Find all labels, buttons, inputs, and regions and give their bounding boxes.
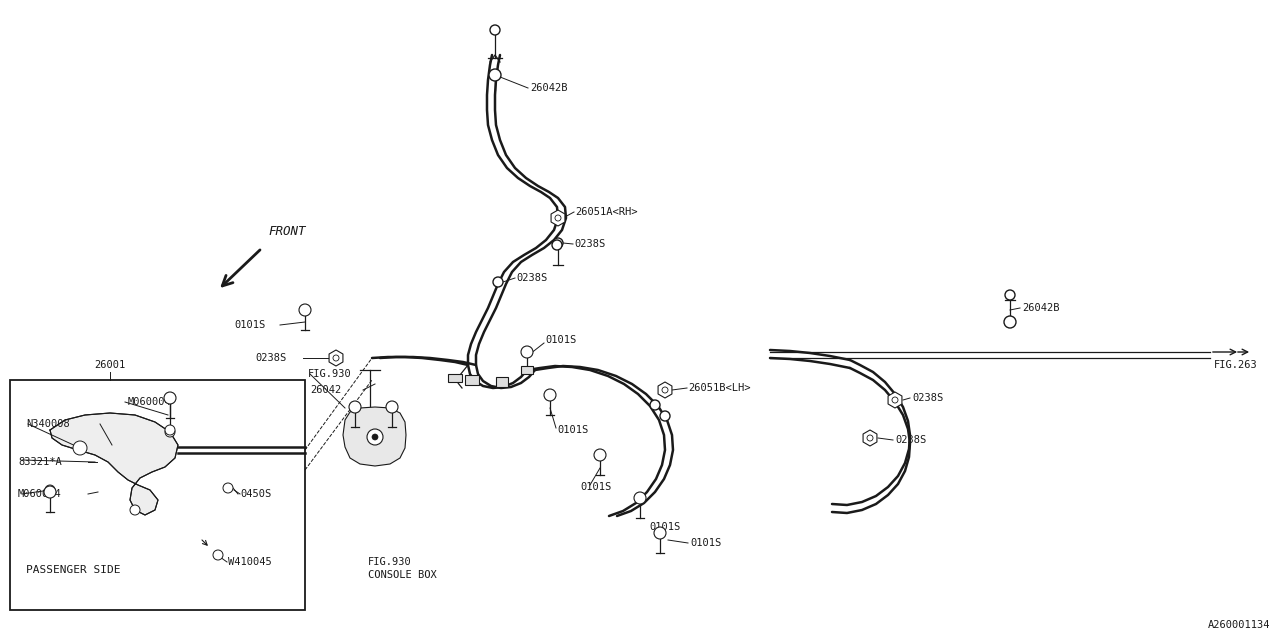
Circle shape — [544, 389, 556, 401]
Circle shape — [44, 486, 56, 498]
Text: 0238S: 0238S — [516, 273, 548, 283]
Bar — [521, 366, 532, 374]
Polygon shape — [552, 210, 564, 226]
Text: 0450S: 0450S — [241, 489, 271, 499]
Polygon shape — [863, 430, 877, 446]
Text: PASSENGER SIDE: PASSENGER SIDE — [26, 565, 120, 575]
Text: 83321*A: 83321*A — [18, 457, 61, 467]
Circle shape — [490, 25, 500, 35]
Circle shape — [300, 304, 311, 316]
Bar — [497, 377, 508, 387]
Bar — [465, 375, 479, 385]
Polygon shape — [329, 350, 343, 366]
Text: FRONT: FRONT — [268, 225, 306, 238]
Text: M060004: M060004 — [128, 397, 172, 407]
Circle shape — [493, 277, 503, 287]
Text: 0101S: 0101S — [545, 335, 576, 345]
Circle shape — [76, 443, 84, 453]
Text: 0238S: 0238S — [573, 239, 605, 249]
Polygon shape — [888, 392, 902, 408]
Text: 26042B: 26042B — [1021, 303, 1060, 313]
Circle shape — [165, 427, 175, 437]
Circle shape — [553, 238, 563, 248]
Circle shape — [650, 400, 660, 410]
Circle shape — [1004, 316, 1016, 328]
Polygon shape — [658, 382, 672, 398]
Circle shape — [367, 429, 383, 445]
Bar — [448, 374, 462, 382]
Polygon shape — [50, 413, 178, 515]
Circle shape — [372, 434, 378, 440]
Polygon shape — [343, 407, 406, 466]
Circle shape — [662, 387, 668, 393]
Text: FIG.930: FIG.930 — [369, 557, 412, 567]
Text: FIG.263: FIG.263 — [1213, 360, 1258, 370]
Text: 26051B<LH>: 26051B<LH> — [689, 383, 750, 393]
Text: 26051A<RH>: 26051A<RH> — [575, 207, 637, 217]
Text: M060004: M060004 — [18, 489, 61, 499]
Circle shape — [165, 425, 175, 435]
Text: 26001: 26001 — [95, 360, 125, 370]
Text: 0101S: 0101S — [580, 482, 612, 492]
Circle shape — [387, 401, 398, 413]
Circle shape — [1005, 290, 1015, 300]
Text: W410045: W410045 — [228, 557, 271, 567]
Text: 0101S: 0101S — [690, 538, 721, 548]
Text: 0101S: 0101S — [649, 522, 680, 532]
Circle shape — [73, 441, 87, 455]
Circle shape — [212, 550, 223, 560]
Text: N340008: N340008 — [26, 419, 69, 429]
Circle shape — [45, 485, 55, 495]
Bar — [10, 380, 305, 610]
Circle shape — [333, 355, 339, 361]
Text: FIG.930: FIG.930 — [308, 369, 352, 379]
Circle shape — [131, 505, 140, 515]
Circle shape — [654, 527, 666, 539]
Circle shape — [594, 449, 605, 461]
Text: CONSOLE BOX: CONSOLE BOX — [369, 570, 436, 580]
Circle shape — [892, 397, 899, 403]
Circle shape — [349, 401, 361, 413]
Circle shape — [164, 392, 177, 404]
Text: 0238S: 0238S — [895, 435, 927, 445]
Circle shape — [867, 435, 873, 441]
Circle shape — [634, 492, 646, 504]
Text: 0238S: 0238S — [911, 393, 943, 403]
Text: 0238S: 0238S — [255, 353, 287, 363]
Text: 0101S: 0101S — [234, 320, 265, 330]
Circle shape — [556, 215, 561, 221]
Circle shape — [660, 411, 669, 421]
Circle shape — [489, 69, 500, 81]
Text: 26042B: 26042B — [530, 83, 567, 93]
Circle shape — [521, 346, 532, 358]
Text: 26042: 26042 — [310, 385, 342, 395]
Text: A260001134: A260001134 — [1207, 620, 1270, 630]
Circle shape — [223, 483, 233, 493]
Circle shape — [552, 240, 562, 250]
Text: 0101S: 0101S — [557, 425, 589, 435]
